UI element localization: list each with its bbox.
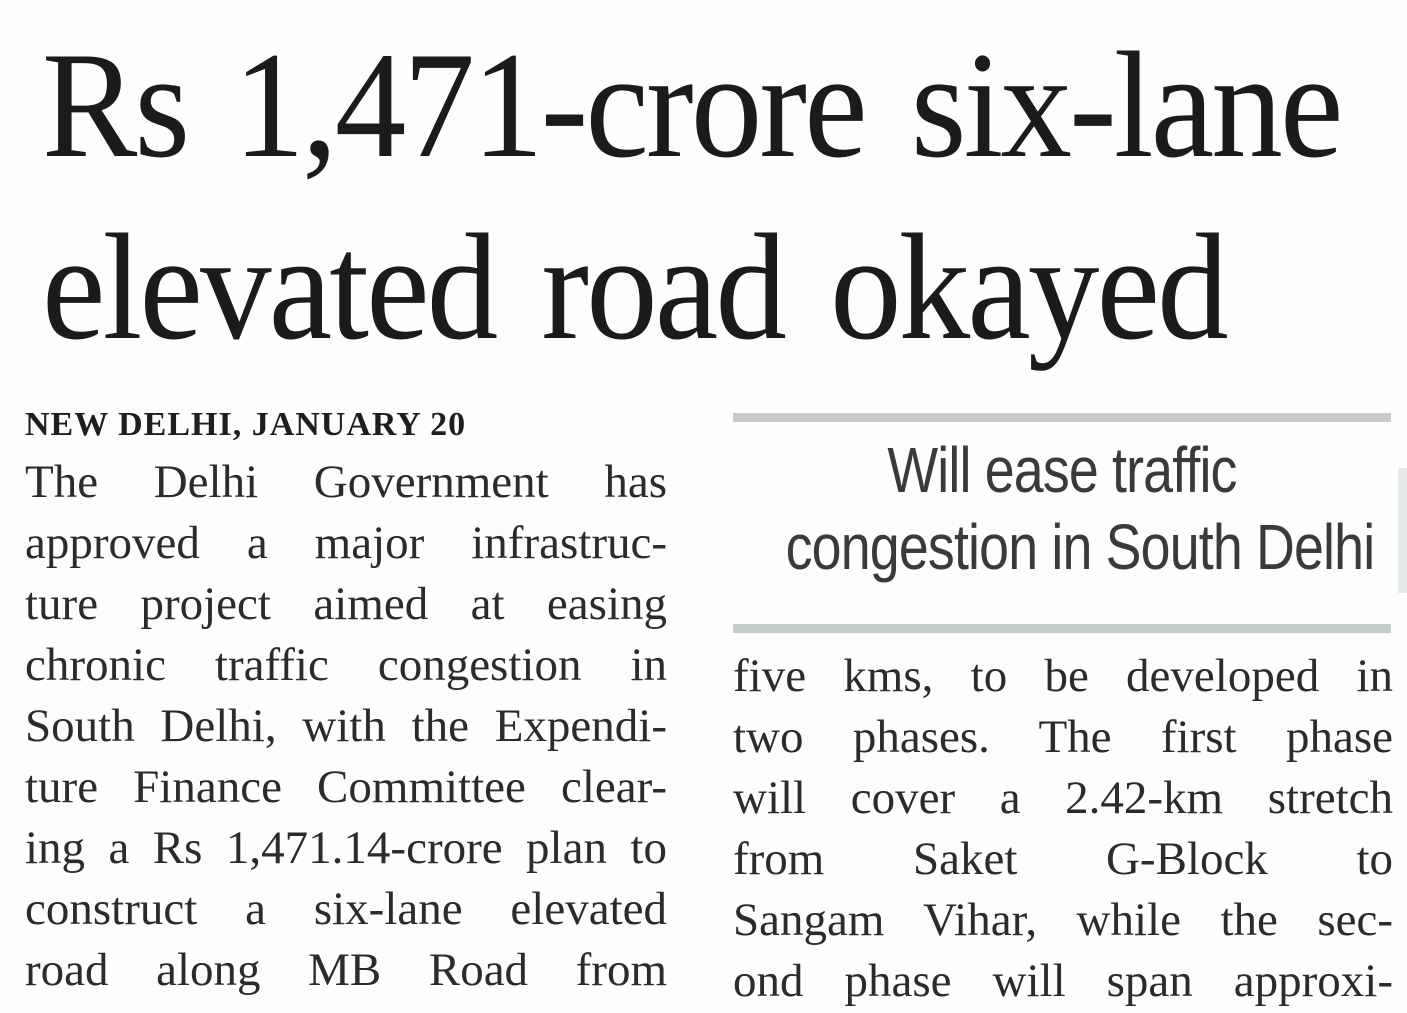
- pull-quote-bottom-rule: [733, 624, 1391, 633]
- body-line: South Delhi, with the Expendi-: [25, 700, 667, 752]
- pull-quote-line-2: congestion in South Delhi: [785, 511, 1376, 583]
- body-line: approved a major infrastruc-: [25, 517, 667, 569]
- body-line: ture Finance Committee clear-: [25, 761, 667, 813]
- left-body-column: The Delhi Government has approved a major…: [25, 452, 667, 1001]
- pull-quote-top-rule: [733, 413, 1391, 422]
- body-line: chronic traffic congestion in: [25, 639, 667, 691]
- pull-quote: Will ease traffic congestion in South Del…: [786, 432, 1376, 586]
- body-line: will cover a 2.42-km stretch: [733, 772, 1393, 824]
- body-line: The Delhi Government has: [25, 456, 667, 508]
- body-line: construct a six-lane elevated: [25, 883, 667, 935]
- body-line: from Saket G-Block to: [733, 833, 1393, 885]
- headline-line-2: elevated road okayed: [42, 203, 1229, 371]
- body-line: ond phase will span approxi-: [733, 955, 1393, 1007]
- body-line: five kms, to be developed in: [733, 650, 1393, 702]
- article-headline: Rs 1,471-crore six-lane elevated road oka…: [42, 14, 1343, 378]
- dateline: NEW DELHI, JANUARY 20: [25, 406, 467, 443]
- scan-edge-artifact: [1398, 468, 1407, 593]
- body-line: road along MB Road from: [25, 944, 667, 996]
- pull-quote-line-1: Will ease traffic: [887, 434, 1237, 506]
- right-body-column: five kms, to be developed in two phases. …: [733, 646, 1393, 1012]
- body-line: Sangam Vihar, while the sec-: [733, 894, 1393, 946]
- body-line: ture project aimed at easing: [25, 578, 667, 630]
- headline-line-1: Rs 1,471-crore six-lane: [42, 21, 1343, 189]
- body-line: ing a Rs 1,471.14-crore plan to: [25, 822, 667, 874]
- body-line: two phases. The first phase: [733, 711, 1393, 763]
